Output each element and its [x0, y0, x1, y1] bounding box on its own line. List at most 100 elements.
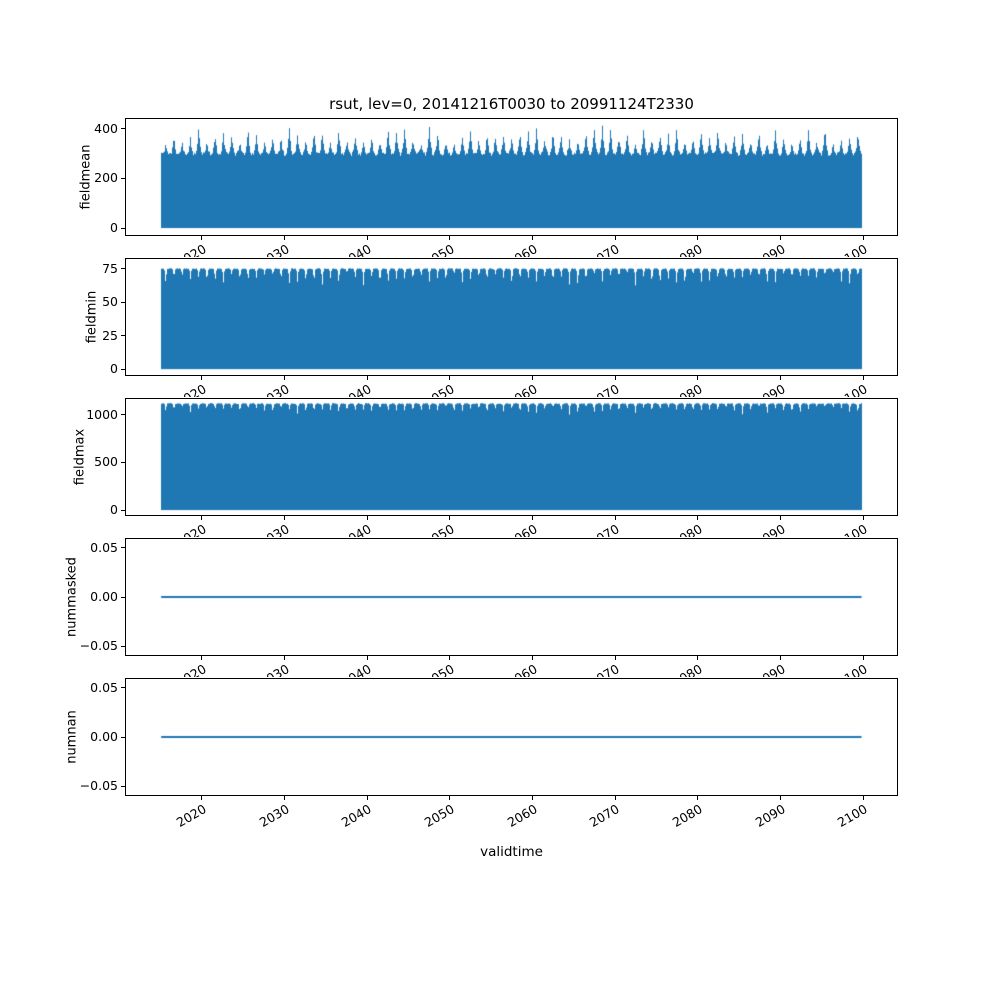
x-tickmark [366, 656, 368, 660]
x-tickmark [284, 376, 286, 380]
x-tick-label-partial: 2080 [669, 521, 705, 537]
x-tickmark [532, 236, 534, 240]
y-tick-label: 0.05 [90, 539, 118, 555]
y-tick-label: 0 [110, 502, 118, 518]
x-tickmark [366, 796, 368, 800]
x-tick-label-partial: 2040 [339, 661, 375, 677]
x-axis-label: validtime [480, 844, 543, 860]
y-axis-label-text: fieldmean [78, 144, 94, 210]
x-tickmark [284, 236, 286, 240]
x-tick-label-partial: 2030 [256, 381, 292, 397]
x-tick-label-partial: 2090 [752, 661, 788, 677]
y-tick-label: −0.05 [79, 638, 118, 654]
y-tickmark [121, 687, 125, 689]
x-tickmark [614, 516, 616, 520]
x-tick-label-partial: 2100 [835, 661, 871, 677]
x-tickmark [780, 236, 782, 240]
x-tickmark [614, 656, 616, 660]
x-tick-label-partial: 2060 [504, 521, 540, 537]
x-tick-label-partial: 2070 [587, 521, 623, 537]
x-tickmark [201, 796, 203, 800]
x-tickmark [697, 516, 699, 520]
x-tick-label-partial: 2100 [835, 381, 871, 397]
y-tickmark [121, 736, 125, 738]
x-tick-label-partial: 2020 [173, 661, 209, 677]
x-tickmark [532, 656, 534, 660]
x-tickmark [614, 376, 616, 380]
x-tickmark [201, 656, 203, 660]
x-tick-labels: 2020 2030 2040 2050 2060 2070 2080 2090 2100 [125, 796, 898, 842]
x-tick-label-partial: 2050 [421, 661, 457, 677]
y-tickmark [121, 268, 125, 270]
x-tick-label-partial: 2080 [669, 381, 705, 397]
x-tickmark [862, 516, 864, 520]
x-tick-label-partial: 2090 [752, 381, 788, 397]
x-tickmark [449, 236, 451, 240]
x-tick-label: 2030 [256, 801, 292, 831]
x-tick-labels-clipped: 2020 2030 2040 2050 2060 2070 2080 2090 2100 [125, 376, 898, 397]
axes-fieldmin [125, 258, 898, 376]
x-tick-label: 2090 [752, 801, 788, 831]
x-tickmark [862, 376, 864, 380]
x-tickmark [780, 376, 782, 380]
y-tick-label: 50 [102, 294, 118, 310]
x-tickmark [862, 796, 864, 800]
x-tick-label-partial: 2090 [752, 241, 788, 257]
x-tick-label-partial: 2020 [173, 521, 209, 537]
y-axis-label-text: fieldmax [72, 428, 88, 486]
x-tick-label: 2100 [835, 801, 871, 831]
x-tickmark [780, 796, 782, 800]
x-tick-label-partial: 2030 [256, 241, 292, 257]
x-tickmark [697, 236, 699, 240]
x-tick-label-partial: 2070 [587, 241, 623, 257]
x-tick-label-partial: 2040 [339, 241, 375, 257]
x-tickmark [366, 376, 368, 380]
y-tick-label: 0.00 [90, 589, 118, 604]
x-tick-label: 2060 [504, 801, 540, 831]
y-tick-label: 500 [94, 454, 118, 470]
x-tick-label: 2040 [339, 801, 375, 831]
axes-fieldmean [125, 118, 898, 236]
x-tickmark [449, 656, 451, 660]
x-tick-label: 2080 [669, 801, 705, 831]
axes-nummasked [125, 538, 898, 656]
x-tick-label-partial: 2100 [835, 521, 871, 537]
y-tickmark [121, 368, 125, 370]
y-tick-label: 0 [110, 220, 118, 236]
x-tick-label-partial: 2040 [339, 381, 375, 397]
x-tickmark [201, 236, 203, 240]
x-tickmark [862, 236, 864, 240]
x-tick-label-partial: 2050 [421, 241, 457, 257]
series-canvas-fieldmax [126, 399, 897, 515]
x-tickmark [614, 796, 616, 800]
series-canvas-fieldmean [126, 119, 897, 235]
y-tick-label: 0.05 [90, 679, 118, 695]
y-tick-label: 400 [94, 120, 118, 136]
x-tick-label-partial: 2070 [587, 661, 623, 677]
x-tick-label-partial: 2050 [421, 521, 457, 537]
y-tickmark [121, 645, 125, 647]
x-tickmark [366, 516, 368, 520]
x-tick-label-partial: 2080 [669, 241, 705, 257]
x-tickmark [614, 236, 616, 240]
x-tick-label: 2070 [587, 801, 623, 831]
x-tickmark [284, 656, 286, 660]
series-canvas-fieldmin [126, 259, 897, 375]
x-tick-label: 2050 [421, 801, 457, 831]
y-tick-label: 25 [102, 327, 118, 343]
x-tick-label-partial: 2060 [504, 241, 540, 257]
y-axis-label-text: numnan [64, 710, 80, 764]
y-tickmark [121, 227, 125, 229]
x-tickmark [284, 796, 286, 800]
series-canvas-nummasked [126, 539, 897, 655]
figure-title: rsut, lev=0, 20141216T0030 to 20991124T2… [329, 95, 694, 113]
x-tickmark [697, 796, 699, 800]
y-tickmark [121, 596, 125, 598]
y-tick-label: 1000 [86, 406, 118, 422]
x-tickmark [532, 376, 534, 380]
y-tickmark [121, 128, 125, 130]
x-tick-labels-clipped: 2020 2030 2040 2050 2060 2070 2080 2090 2100 [125, 656, 898, 677]
y-axis-label-text: nummasked [64, 557, 80, 637]
x-tickmark [284, 516, 286, 520]
